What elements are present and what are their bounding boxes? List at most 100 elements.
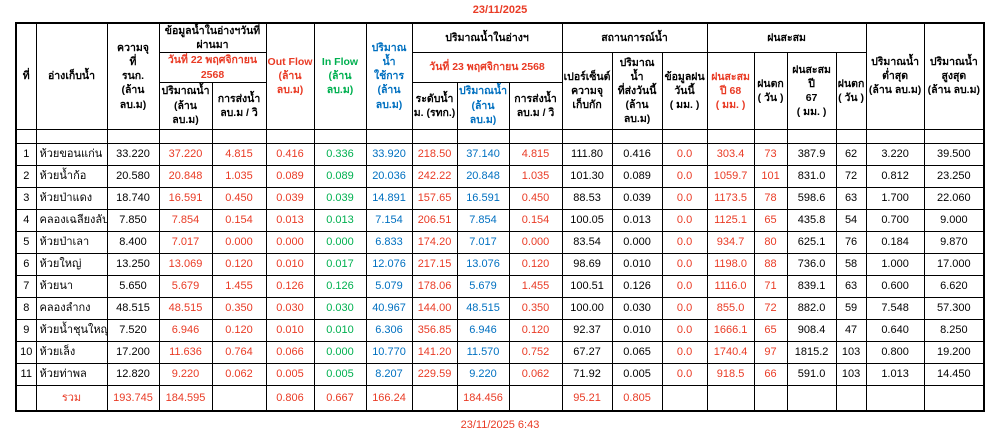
cell-rain-accum-2568	[706, 128, 755, 144]
report-date: 23/11/2025	[472, 4, 528, 16]
cell-volume-min: 0.600	[865, 274, 925, 298]
cell-volume-prev: 6.946	[158, 318, 213, 342]
cell-discharge-today: 1.035	[508, 164, 563, 188]
reservoir-table: ที่ อ่างเก็บน้ำ ความจุ ที่ รนก. (ล้าน ลบ…	[15, 22, 986, 413]
cell-discharge-prev: 1.455	[211, 274, 267, 298]
cell-rain-days-2568: 66	[753, 362, 788, 386]
cell-volume-min: 0.700	[865, 208, 925, 232]
cell-in-flow: 0.010	[313, 318, 367, 342]
cell-rain-accum-2567: 908.4	[786, 318, 837, 342]
cell-water-level: 174.20	[411, 230, 458, 254]
cell-rain-accum-2567: 831.0	[786, 164, 837, 188]
table-row: 8 คลองลำกง 48.515 48.515 0.350 0.030 0.030 40.9…	[15, 296, 985, 320]
cell-discharge-today: 0.752	[508, 340, 563, 364]
cell-usable-volume: 40.967	[365, 296, 413, 320]
cell-reservoir-name: ห้วยใหญ่	[35, 252, 108, 276]
cell-water-sent-today: 0.805	[611, 384, 663, 412]
cell-rain-days-2567: 103	[835, 362, 867, 386]
cell-discharge-prev: 0.350	[211, 296, 267, 320]
cell-volume-min: 0.184	[865, 230, 925, 254]
cell-volume-today: 5.679	[456, 274, 510, 298]
cell-volume-min: 0.800	[865, 340, 925, 364]
cell-volume-today: 48.515	[456, 296, 510, 320]
cell-discharge-today	[508, 128, 563, 144]
cell-in-flow: 0.013	[313, 208, 367, 232]
cell-capacity-rnk: 33.220	[106, 142, 160, 166]
col-header-usable-volume: ปริมาณน้ำ ใช้การ (ล้าน ลบ.ม)	[365, 22, 413, 130]
cell-reservoir-name: คลองลำกง	[35, 296, 108, 320]
cell-rain-accum-2568: 934.7	[706, 230, 755, 254]
cell-rain-accum-2567: 387.9	[786, 142, 837, 166]
cell-rain-today: 0.0	[661, 208, 708, 232]
cell-volume-min: 1.700	[865, 186, 925, 210]
cell-rain-today: 0.0	[661, 340, 708, 364]
cell-capacity-rnk: 12.820	[106, 362, 160, 386]
cell-volume-prev: 184.595	[158, 384, 213, 412]
cell-rain-days-2568: 65	[753, 318, 788, 342]
cell-water-sent-today: 0.005	[611, 362, 663, 386]
cell-volume-max: 9.000	[923, 208, 985, 232]
cell-usable-volume: 6.306	[365, 318, 413, 342]
cell-rain-accum-2568: 303.4	[706, 142, 755, 166]
cell-reservoir-name: ห้วยน้ำชุนใหญ่	[35, 318, 108, 342]
cell-discharge-today: 1.455	[508, 274, 563, 298]
cell-water-sent-today: 0.416	[611, 142, 663, 166]
cell-rain-today: 0.0	[661, 142, 708, 166]
cell-volume-min: 1.013	[865, 362, 925, 386]
cell-reservoir-name: ห้วยป่าแดง	[35, 186, 108, 210]
cell-volume-min: 7.548	[865, 296, 925, 320]
cell-water-sent-today: 0.010	[611, 252, 663, 276]
cell-reservoir-name	[35, 128, 108, 144]
cell-in-flow: 0.030	[313, 296, 367, 320]
cell-volume-prev: 5.679	[158, 274, 213, 298]
cell-capacity-rnk: 17.200	[106, 340, 160, 364]
cell-percent-capacity: 71.92	[561, 362, 613, 386]
cell-water-level: 141.20	[411, 340, 458, 364]
table-row: 3 ห้วยป่าแดง 18.740 16.591 0.450 0.039 0.039 14…	[15, 186, 985, 210]
col-header-in-flow: In Flow (ล้าน ลบ.ม)	[313, 22, 367, 130]
cell-volume-prev: 13.069	[158, 252, 213, 276]
cell-rain-accum-2567	[786, 384, 837, 412]
cell-discharge-prev: 0.764	[211, 340, 267, 364]
cell-volume-today: 13.076	[456, 252, 510, 276]
cell-volume-today	[456, 128, 510, 144]
cell-rain-days-2567: 54	[835, 208, 867, 232]
cell-percent-capacity: 88.53	[561, 186, 613, 210]
spacer-row	[15, 128, 985, 144]
cell-rain-days-2567: 58	[835, 252, 867, 276]
cell-rain-accum-2568: 1059.7	[706, 164, 755, 188]
cell-volume-max: 39.500	[923, 142, 985, 166]
cell-rain-days-2568	[753, 384, 788, 412]
cell-rain-days-2568: 88	[753, 252, 788, 276]
cell-rain-accum-2567: 882.0	[786, 296, 837, 320]
cell-out-flow: 0.416	[265, 142, 315, 166]
cell-rain-accum-2568	[706, 384, 755, 412]
cell-no: 4	[15, 208, 37, 232]
col-header-rain-days-2567: ฝนตก ( วัน )	[835, 52, 867, 130]
cell-discharge-prev: 0.062	[211, 362, 267, 386]
cell-water-level: 206.51	[411, 208, 458, 232]
cell-water-level	[411, 384, 458, 412]
cell-water-sent-today: 0.065	[611, 340, 663, 364]
table-row: 4 คลองเฉลียงลับ 7.850 7.854 0.154 0.013 0.013 7…	[15, 208, 985, 232]
cell-volume-max: 17.000	[923, 252, 985, 276]
table-row: 10 ห้วยเล็ง 17.200 11.636 0.764 0.066 0.000 10.…	[15, 340, 985, 364]
cell-capacity-rnk	[106, 128, 160, 144]
cell-volume-prev	[158, 128, 213, 144]
cell-percent-capacity: 92.37	[561, 318, 613, 342]
cell-usable-volume	[365, 128, 413, 144]
cell-in-flow: 0.000	[313, 230, 367, 254]
cell-volume-today: 184.456	[456, 384, 510, 412]
date-header-today: วันที่ 23 พฤศจิกายน 2568	[411, 52, 563, 83]
cell-in-flow: 0.017	[313, 252, 367, 276]
cell-rain-accum-2568: 918.5	[706, 362, 755, 386]
cell-out-flow: 0.000	[265, 230, 315, 254]
report-timestamp: 23/11/2025 6:43	[460, 419, 540, 431]
cell-rain-days-2567: 59	[835, 296, 867, 320]
cell-rain-days-2567	[835, 384, 867, 412]
cell-water-sent-today: 0.000	[611, 230, 663, 254]
cell-water-level: 178.06	[411, 274, 458, 298]
cell-reservoir-name: ห้วยขอนแก่น	[35, 142, 108, 166]
cell-percent-capacity: 100.00	[561, 296, 613, 320]
cell-no: 8	[15, 296, 37, 320]
